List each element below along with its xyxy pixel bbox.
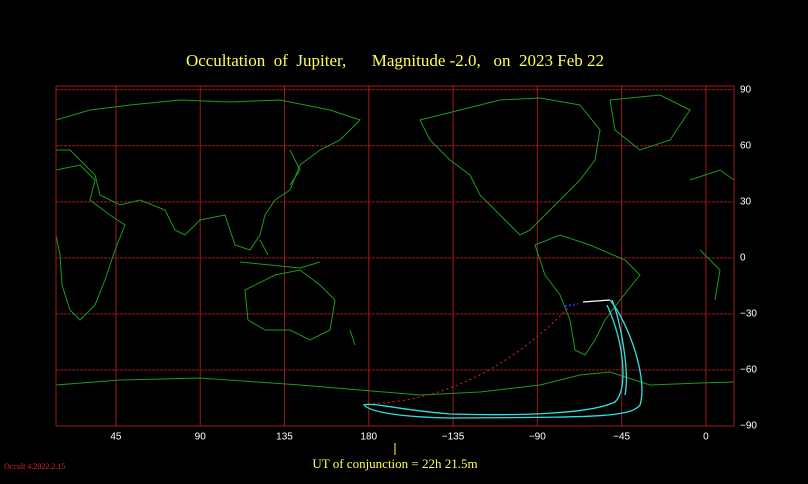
- x-tick-label: 0: [703, 432, 709, 443]
- y-tick-label: −90: [740, 421, 757, 432]
- coast-australia: [244, 269, 356, 346]
- coast-africa-east: [689, 169, 735, 301]
- coast-north-america: [419, 94, 691, 236]
- grid: [56, 86, 734, 427]
- y-tick-label: −30: [740, 309, 757, 320]
- x-tick-label: 180: [360, 432, 377, 443]
- x-tick-label: −90: [529, 432, 546, 443]
- x-tick-label: 45: [110, 432, 122, 443]
- track-night: [582, 299, 611, 303]
- chart-title: Occultation of Jupiter, Magnitude -2.0, …: [186, 51, 604, 70]
- y-tick-label: 90: [740, 84, 752, 95]
- coast-islands: [239, 149, 321, 269]
- x-tick-label: −135: [442, 432, 465, 443]
- y-tick-label: −60: [740, 365, 757, 376]
- y-tick-label: 60: [740, 140, 752, 151]
- coast-antarctica: [55, 371, 735, 396]
- tick-labels: 45 90 135 180 −135 −90 −45 0 90 60 30 0 −30 −60 −90: [110, 84, 757, 442]
- x-tick-label: −45: [613, 432, 630, 443]
- map-frame: [55, 85, 735, 427]
- coast-south-america: [534, 234, 641, 356]
- version: Occult 4.2022.2.15: [4, 462, 65, 471]
- track-daylight: [367, 305, 571, 405]
- y-tick-label: 30: [740, 196, 752, 207]
- track-limit-inner: [611, 299, 627, 396]
- y-tick-label: 0: [740, 253, 746, 264]
- x-tick-label: 135: [276, 432, 293, 443]
- coastlines: [55, 94, 735, 396]
- x-tick-label: 90: [195, 432, 207, 443]
- occultation-track: [362, 299, 643, 419]
- coast-eurasia: [55, 99, 361, 251]
- footer: UT of conjunction = 22h 21.5m: [312, 456, 477, 471]
- track-limit: [362, 299, 643, 419]
- coast-africa: [55, 164, 126, 321]
